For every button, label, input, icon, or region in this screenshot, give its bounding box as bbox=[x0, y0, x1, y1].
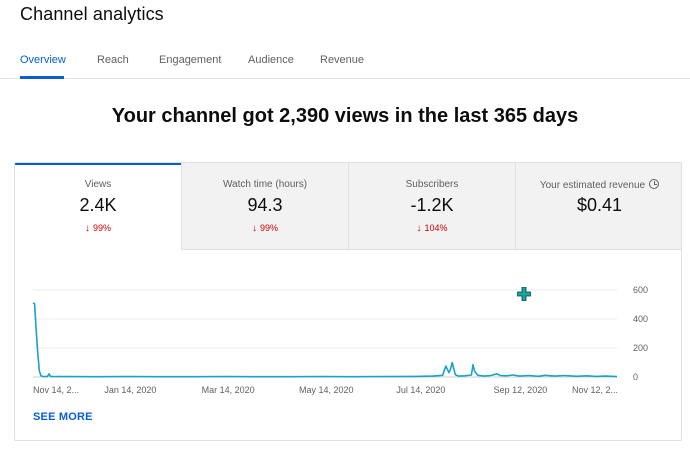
x-tick-label: Sep 12, 2020 bbox=[494, 385, 548, 395]
views-line-chart[interactable]: 0 200 400 600 Nov 14, 2... Jan 14, 2020 Mar 14… bbox=[14, 270, 654, 400]
arrow-down-icon: ↓ bbox=[251, 223, 257, 234]
metric-value: 2.4K bbox=[79, 195, 117, 215]
x-tick-label: Jan 14, 2020 bbox=[104, 385, 156, 395]
see-more-link[interactable]: SEE MORE bbox=[33, 411, 93, 423]
metric-card-revenue[interactable]: Your estimated revenue $0.41 bbox=[516, 163, 681, 250]
metric-label: Watch time (hours) bbox=[222, 179, 308, 190]
y-tick-label: 600 bbox=[633, 285, 648, 295]
active-tab-indicator bbox=[20, 76, 64, 79]
metric-value: -1.2K bbox=[410, 195, 454, 215]
x-tick-label: May 14, 2020 bbox=[299, 385, 354, 395]
y-tick-label: 0 bbox=[633, 372, 638, 382]
metric-card-subscribers[interactable]: Subscribers -1.2K ↓ 104% bbox=[349, 163, 516, 250]
clock-icon bbox=[649, 179, 660, 189]
x-tick-label: Jul 14, 2020 bbox=[396, 385, 445, 395]
views-series-line bbox=[32, 302, 618, 378]
crosshair-cursor-icon bbox=[517, 287, 531, 301]
y-tick-label: 400 bbox=[633, 314, 648, 324]
arrow-down-icon: ↓ bbox=[416, 223, 422, 234]
metric-value: 94.3 bbox=[247, 195, 283, 215]
arrow-down-icon: ↓ bbox=[84, 223, 90, 234]
tab-reach[interactable]: Reach bbox=[97, 54, 129, 66]
tab-bar: Overview Reach Engagement Audience Reven… bbox=[0, 44, 690, 79]
tab-revenue[interactable]: Revenue bbox=[320, 54, 365, 66]
metric-label: Your estimated revenue bbox=[516, 179, 681, 191]
metric-card-views[interactable]: Views 2.4K ↓ 99% bbox=[15, 163, 182, 250]
metric-delta: ↓ 99% bbox=[251, 223, 278, 234]
overview-card: Views 2.4K ↓ 99% Watch time (hours) 94.3 … bbox=[14, 162, 682, 441]
metric-delta: ↓ 99% bbox=[84, 223, 111, 234]
x-tick-label: Nov 14, 2... bbox=[33, 385, 79, 395]
tab-overview[interactable]: Overview bbox=[20, 54, 66, 66]
page-title: Channel analytics bbox=[20, 4, 164, 24]
views-headline: Your channel got 2,390 views in the last… bbox=[111, 105, 579, 127]
metric-delta: ↓ 104% bbox=[416, 223, 448, 234]
y-tick-label: 200 bbox=[633, 343, 648, 353]
metric-card-watch-time[interactable]: Watch time (hours) 94.3 ↓ 99% bbox=[182, 163, 349, 250]
metric-label: Views bbox=[84, 179, 112, 190]
metric-value: $0.41 bbox=[576, 195, 623, 215]
x-tick-label: Nov 12, 2... bbox=[572, 385, 618, 395]
tab-engagement[interactable]: Engagement bbox=[159, 54, 222, 66]
tab-audience[interactable]: Audience bbox=[248, 54, 294, 66]
x-tick-label: Mar 14, 2020 bbox=[202, 385, 255, 395]
metric-label: Subscribers bbox=[405, 179, 459, 190]
